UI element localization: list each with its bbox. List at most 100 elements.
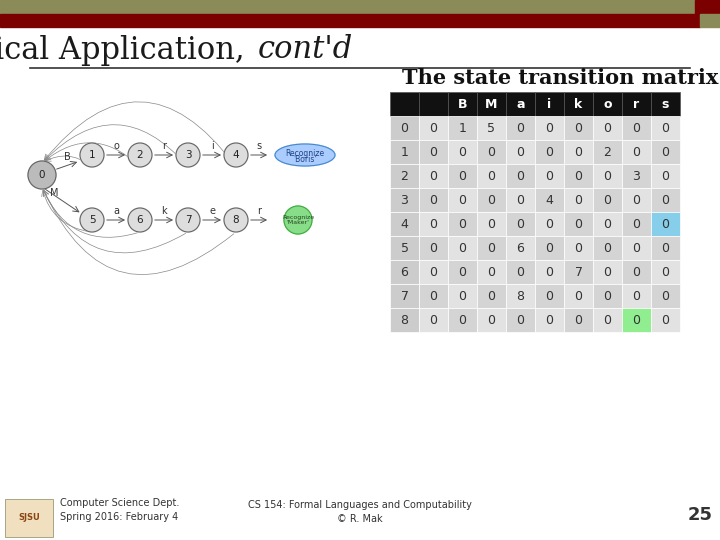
Text: 0: 0: [662, 218, 670, 231]
Circle shape: [284, 206, 312, 234]
Text: 0: 0: [603, 289, 611, 302]
Text: s: s: [662, 98, 669, 111]
Text: 0: 0: [487, 193, 495, 206]
Text: 7: 7: [400, 289, 408, 302]
Text: 0: 0: [430, 314, 438, 327]
Text: 3: 3: [185, 150, 192, 160]
Text: 0: 0: [430, 266, 438, 279]
Bar: [564, 284, 593, 308]
Text: 8: 8: [233, 215, 239, 225]
Text: 0: 0: [662, 193, 670, 206]
Text: 0: 0: [430, 218, 438, 231]
Text: 0: 0: [575, 122, 582, 134]
Bar: [419, 284, 448, 308]
Bar: [593, 308, 622, 332]
Bar: [506, 284, 535, 308]
Bar: [477, 188, 506, 212]
Text: 0: 0: [662, 145, 670, 159]
Bar: [564, 236, 593, 260]
Bar: [477, 116, 506, 140]
Bar: [506, 236, 535, 260]
Bar: [448, 140, 477, 164]
Ellipse shape: [275, 144, 335, 166]
Text: 'Maker': 'Maker': [287, 220, 310, 226]
Text: 3: 3: [400, 193, 408, 206]
Text: 0: 0: [662, 314, 670, 327]
Text: 4: 4: [546, 193, 554, 206]
Text: 0: 0: [546, 170, 554, 183]
Text: 1: 1: [400, 145, 408, 159]
Text: CS 154: Formal Languages and Computability: CS 154: Formal Languages and Computabili…: [248, 500, 472, 510]
Bar: [448, 236, 477, 260]
Text: 0: 0: [546, 314, 554, 327]
Text: 0: 0: [603, 170, 611, 183]
Bar: [593, 212, 622, 236]
Bar: [593, 236, 622, 260]
Bar: [695, 0, 720, 14]
Bar: [593, 284, 622, 308]
Text: 2: 2: [400, 170, 408, 183]
Bar: [535, 140, 564, 164]
Text: i: i: [547, 98, 552, 111]
Bar: [651, 188, 680, 212]
Bar: [535, 164, 564, 188]
Bar: [564, 188, 593, 212]
Text: 0: 0: [575, 241, 582, 254]
Text: o: o: [603, 98, 612, 111]
Text: 0: 0: [575, 170, 582, 183]
Bar: [564, 116, 593, 140]
Text: 0: 0: [546, 218, 554, 231]
Bar: [5, 499, 53, 537]
Bar: [477, 92, 506, 116]
Bar: [564, 308, 593, 332]
Bar: [448, 164, 477, 188]
Bar: [506, 140, 535, 164]
Text: 0: 0: [546, 266, 554, 279]
Circle shape: [80, 208, 104, 232]
Bar: [506, 260, 535, 284]
Bar: [651, 284, 680, 308]
Bar: [622, 188, 651, 212]
Text: k: k: [575, 98, 582, 111]
Bar: [477, 164, 506, 188]
Text: 0: 0: [516, 122, 524, 134]
Bar: [593, 188, 622, 212]
Text: 6: 6: [400, 266, 408, 279]
Bar: [651, 308, 680, 332]
Text: 8: 8: [516, 289, 524, 302]
Text: 0: 0: [487, 145, 495, 159]
Bar: [390, 92, 419, 116]
Bar: [535, 260, 564, 284]
Text: Computer Science Dept.: Computer Science Dept.: [60, 498, 179, 508]
Text: 0: 0: [459, 145, 467, 159]
Text: e: e: [209, 206, 215, 216]
Bar: [651, 116, 680, 140]
Text: 0: 0: [632, 266, 641, 279]
Text: 0: 0: [575, 193, 582, 206]
Bar: [564, 92, 593, 116]
Text: 0: 0: [516, 193, 524, 206]
Text: Recognize: Recognize: [285, 148, 325, 158]
Text: 0: 0: [516, 170, 524, 183]
Text: a: a: [516, 98, 525, 111]
Bar: [477, 236, 506, 260]
Bar: [477, 308, 506, 332]
Text: 0: 0: [459, 289, 467, 302]
Bar: [419, 308, 448, 332]
Text: 0: 0: [487, 241, 495, 254]
Bar: [622, 116, 651, 140]
Text: 0: 0: [487, 170, 495, 183]
Text: 0: 0: [546, 289, 554, 302]
Bar: [651, 140, 680, 164]
Bar: [477, 284, 506, 308]
Bar: [622, 140, 651, 164]
Bar: [506, 308, 535, 332]
Bar: [564, 212, 593, 236]
Bar: [535, 308, 564, 332]
Text: 0: 0: [516, 266, 524, 279]
Bar: [506, 116, 535, 140]
Circle shape: [176, 143, 200, 167]
Bar: [535, 188, 564, 212]
Text: 0: 0: [575, 218, 582, 231]
Text: M: M: [485, 98, 498, 111]
